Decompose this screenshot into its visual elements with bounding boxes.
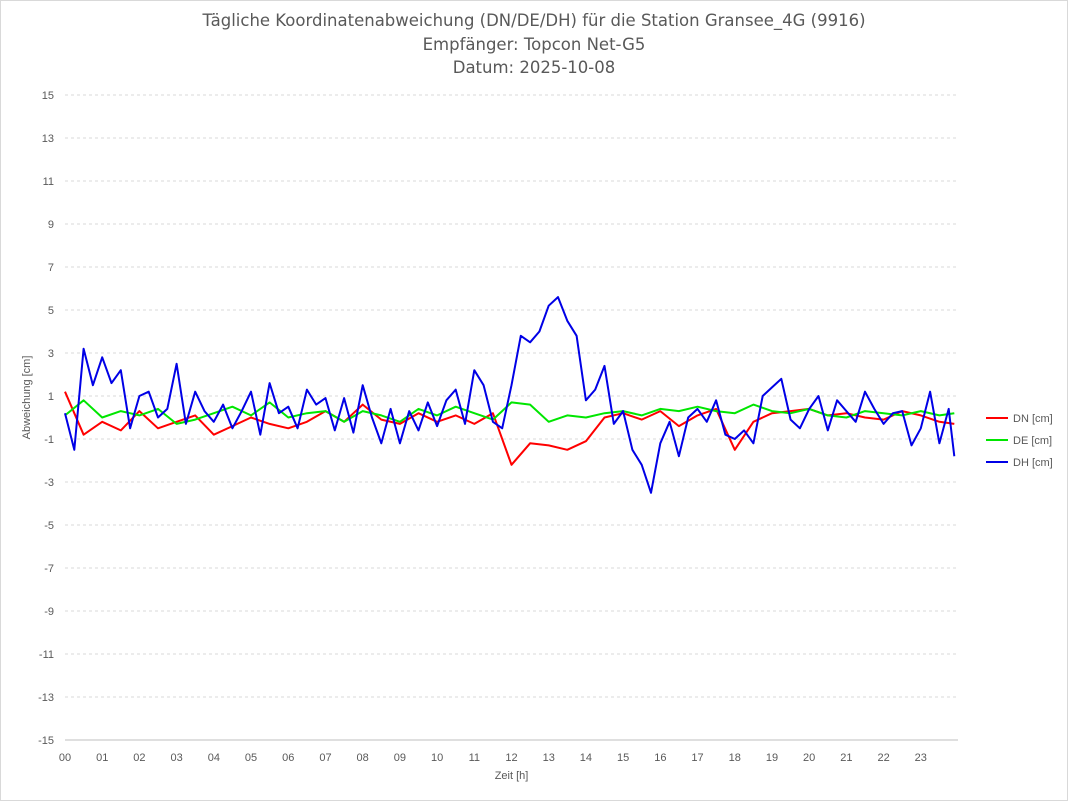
x-tick-label: 17	[691, 752, 703, 764]
x-tick-label: 11	[469, 752, 480, 764]
x-tick-label: 04	[208, 752, 220, 764]
chart-title-receiver: Empfänger: Topcon Net-G5	[422, 35, 646, 54]
legend-label: DH [cm]	[1013, 457, 1053, 469]
x-tick-label: 03	[171, 752, 183, 764]
x-tick-label: 16	[654, 752, 666, 764]
y-tick-label: -15	[38, 735, 54, 747]
x-tick-label: 01	[96, 752, 108, 764]
series-line-dh	[64, 296, 956, 494]
legend-label: DN [cm]	[1013, 413, 1053, 425]
y-tick-label: -3	[44, 477, 54, 489]
x-tick-label: 07	[319, 752, 331, 764]
x-axis-ticks: 00 01 02 03 04 05 06 07 08 09 10 11 12 13 14 15 16 17 18 19…	[59, 752, 927, 764]
y-tick-label: 15	[42, 90, 54, 102]
legend: DN [cm] DE [cm] DH [cm]	[986, 413, 1053, 469]
grid-lines	[65, 94, 958, 741]
chart-title-station: Tägliche Koordinatenabweichung (DN/DE/DH…	[202, 11, 866, 30]
x-tick-label: 08	[357, 752, 369, 764]
y-tick-label: 11	[43, 176, 54, 188]
x-tick-label: 12	[505, 752, 517, 764]
x-tick-label: 05	[245, 752, 257, 764]
y-tick-label: -9	[44, 606, 54, 618]
y-tick-label: -13	[38, 692, 54, 704]
series-group	[64, 296, 956, 494]
x-tick-label: 19	[766, 752, 778, 764]
y-tick-label: 3	[48, 348, 54, 360]
x-tick-label: 09	[394, 752, 406, 764]
y-tick-label: 13	[42, 133, 54, 145]
x-tick-label: 21	[840, 752, 852, 764]
y-tick-label: -7	[44, 563, 54, 575]
x-tick-label: 23	[915, 752, 927, 764]
x-tick-label: 22	[877, 752, 889, 764]
y-tick-label: -5	[44, 520, 54, 532]
chart-title-date: Datum: 2025-10-08	[452, 58, 616, 77]
y-tick-label: 9	[48, 219, 54, 231]
x-tick-label: 06	[282, 752, 294, 764]
x-tick-label: 15	[617, 752, 629, 764]
x-axis-title: Zeit [h]	[495, 770, 529, 782]
legend-label: DE [cm]	[1013, 435, 1052, 447]
x-tick-label: 02	[133, 752, 145, 764]
y-tick-label: -1	[44, 434, 54, 446]
x-tick-label: 20	[803, 752, 815, 764]
y-axis-ticks: 15 13 11 9 7 5 3 1 -1 -3 -5 -7 -9 -11 -13 -15	[38, 90, 54, 747]
x-tick-label: 00	[59, 752, 71, 764]
y-tick-label: 7	[48, 262, 54, 274]
x-tick-label: 14	[580, 752, 592, 764]
y-axis-title: Abweichung [cm]	[21, 356, 33, 440]
y-tick-label: -11	[39, 649, 54, 661]
x-tick-label: 13	[543, 752, 555, 764]
y-tick-label: 1	[48, 391, 54, 403]
y-tick-label: 5	[48, 305, 54, 317]
x-tick-label: 18	[729, 752, 741, 764]
x-tick-label: 10	[431, 752, 443, 764]
